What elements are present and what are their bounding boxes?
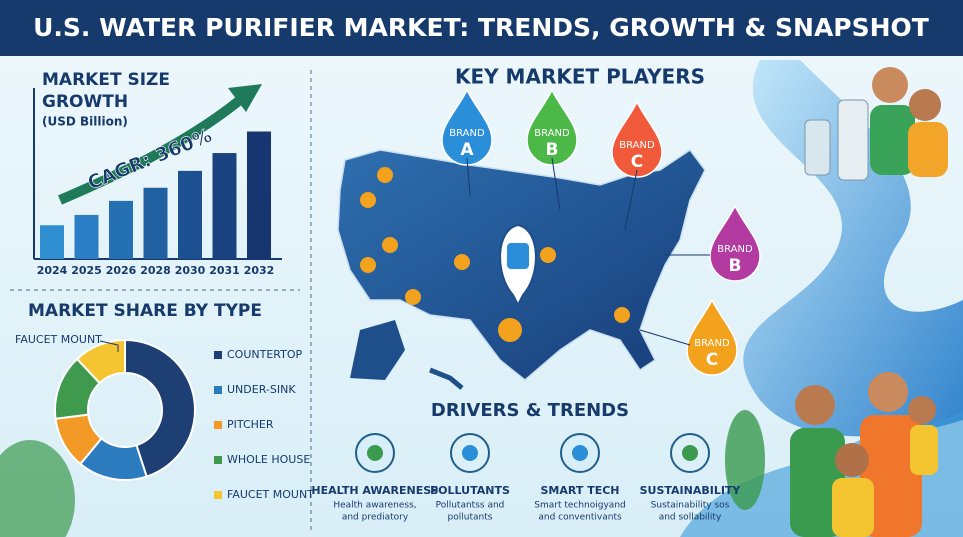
brand-drop bbox=[611, 100, 663, 178]
legend-label: WHOLE HOUSE bbox=[227, 453, 310, 466]
leader-line bbox=[466, 157, 471, 196]
water-wave bbox=[743, 60, 963, 437]
bar bbox=[143, 187, 168, 259]
person bbox=[860, 415, 922, 537]
page-title: U.S. WATER PURIFIER MARKET: TRENDS, GROW… bbox=[33, 13, 929, 42]
x-tick-label: 2024 bbox=[37, 264, 68, 277]
brand-word: BRAND bbox=[619, 140, 655, 151]
alaska bbox=[350, 320, 405, 380]
brand-word: BRAND bbox=[534, 128, 570, 139]
bar bbox=[74, 214, 99, 259]
growth-arrow bbox=[58, 96, 244, 205]
driver-title: POLLUTANTS bbox=[430, 484, 510, 497]
brand-letter: A bbox=[460, 140, 474, 160]
header-bar bbox=[0, 0, 963, 56]
driver-title: HEALTH AWARENESS bbox=[311, 484, 438, 497]
callout-label: FAUCET MOUNT bbox=[15, 333, 102, 346]
legend-label: UNDER-SINK bbox=[227, 383, 296, 396]
person bbox=[795, 385, 835, 425]
brand-letter: B bbox=[546, 140, 559, 160]
x-tick-label: 2028 bbox=[140, 264, 171, 277]
driver-text: Sustainability sos bbox=[651, 501, 730, 511]
donut-slice bbox=[75, 338, 126, 385]
x-tick-label: 2031 bbox=[209, 264, 240, 277]
x-tick-label: 2026 bbox=[106, 264, 137, 277]
brand-drop bbox=[526, 88, 578, 166]
section-title: DRIVERS & TRENDS bbox=[431, 400, 629, 421]
driver-icon bbox=[682, 445, 698, 461]
driver-title: SMART TECH bbox=[541, 484, 620, 497]
brand-word: BRAND bbox=[449, 128, 485, 139]
filter-icon bbox=[837, 99, 869, 181]
brand-drop bbox=[686, 298, 738, 376]
driver-icon bbox=[367, 445, 383, 461]
legend-swatch bbox=[214, 351, 222, 359]
chart-title: GROWTH bbox=[42, 92, 128, 112]
chart-title: MARKET SIZE bbox=[42, 70, 170, 90]
section-title: KEY MARKET PLAYERS bbox=[455, 65, 705, 89]
donut-slice bbox=[124, 338, 196, 478]
map-markers bbox=[360, 167, 630, 342]
driver-title: SUSTAINABILITY bbox=[640, 484, 742, 497]
brand-drop bbox=[441, 88, 493, 166]
person bbox=[870, 105, 915, 175]
driver-icon bbox=[670, 433, 710, 473]
driver-icon bbox=[572, 445, 588, 461]
person bbox=[909, 89, 941, 121]
leader-line bbox=[624, 169, 638, 231]
leader-line bbox=[551, 157, 561, 211]
leaf bbox=[725, 410, 765, 510]
person bbox=[908, 396, 936, 424]
driver-text: Pollutantss and bbox=[436, 501, 505, 511]
x-tick-label: 2032 bbox=[244, 264, 275, 277]
bar bbox=[40, 225, 64, 259]
leader-line bbox=[639, 329, 691, 346]
arrow-head bbox=[228, 84, 262, 112]
hawaii bbox=[429, 367, 464, 390]
chart-title: MARKET SHARE BY TYPE bbox=[28, 301, 262, 321]
person bbox=[872, 67, 908, 103]
driver-text: and sollability bbox=[659, 513, 722, 523]
person bbox=[790, 428, 845, 537]
brand-word: BRAND bbox=[717, 244, 753, 255]
bar bbox=[212, 153, 237, 259]
driver-text: Health awareness, bbox=[333, 501, 416, 511]
driver-text: Smart technoigyand bbox=[534, 501, 626, 511]
driver-icon bbox=[450, 433, 490, 473]
callout-line bbox=[99, 340, 119, 352]
purifier-icon bbox=[507, 243, 529, 269]
driver-text: and conventivants bbox=[538, 513, 622, 523]
legend-swatch bbox=[214, 456, 222, 464]
brand-word: BRAND bbox=[694, 338, 730, 349]
legend-swatch bbox=[214, 421, 222, 429]
person bbox=[910, 425, 938, 475]
brand-letter: C bbox=[631, 152, 643, 172]
brand-letter: C bbox=[706, 350, 718, 370]
x-tick-label: 2025 bbox=[71, 264, 102, 277]
person bbox=[835, 443, 869, 477]
legend-label: FAUCET MOUNT bbox=[227, 488, 314, 501]
brand-letter: B bbox=[729, 256, 742, 276]
driver-text: pollutants bbox=[448, 513, 493, 523]
legend-swatch bbox=[214, 491, 222, 499]
bar bbox=[247, 131, 271, 259]
driver-text: and prediatory bbox=[342, 513, 409, 523]
person bbox=[832, 478, 874, 537]
person bbox=[908, 122, 948, 177]
bar bbox=[178, 170, 202, 259]
chart-subtitle: (USD Billion) bbox=[42, 115, 128, 129]
leaf bbox=[0, 440, 75, 537]
brand-drop bbox=[709, 204, 761, 282]
x-tick-label: 2030 bbox=[175, 264, 206, 277]
filter-icon bbox=[804, 119, 831, 176]
legend-label: COUNTERTOP bbox=[227, 348, 303, 361]
legend-swatch bbox=[214, 386, 222, 394]
driver-icon bbox=[462, 445, 478, 461]
person bbox=[868, 372, 908, 412]
bar bbox=[109, 200, 133, 259]
legend-label: PITCHER bbox=[227, 418, 274, 431]
